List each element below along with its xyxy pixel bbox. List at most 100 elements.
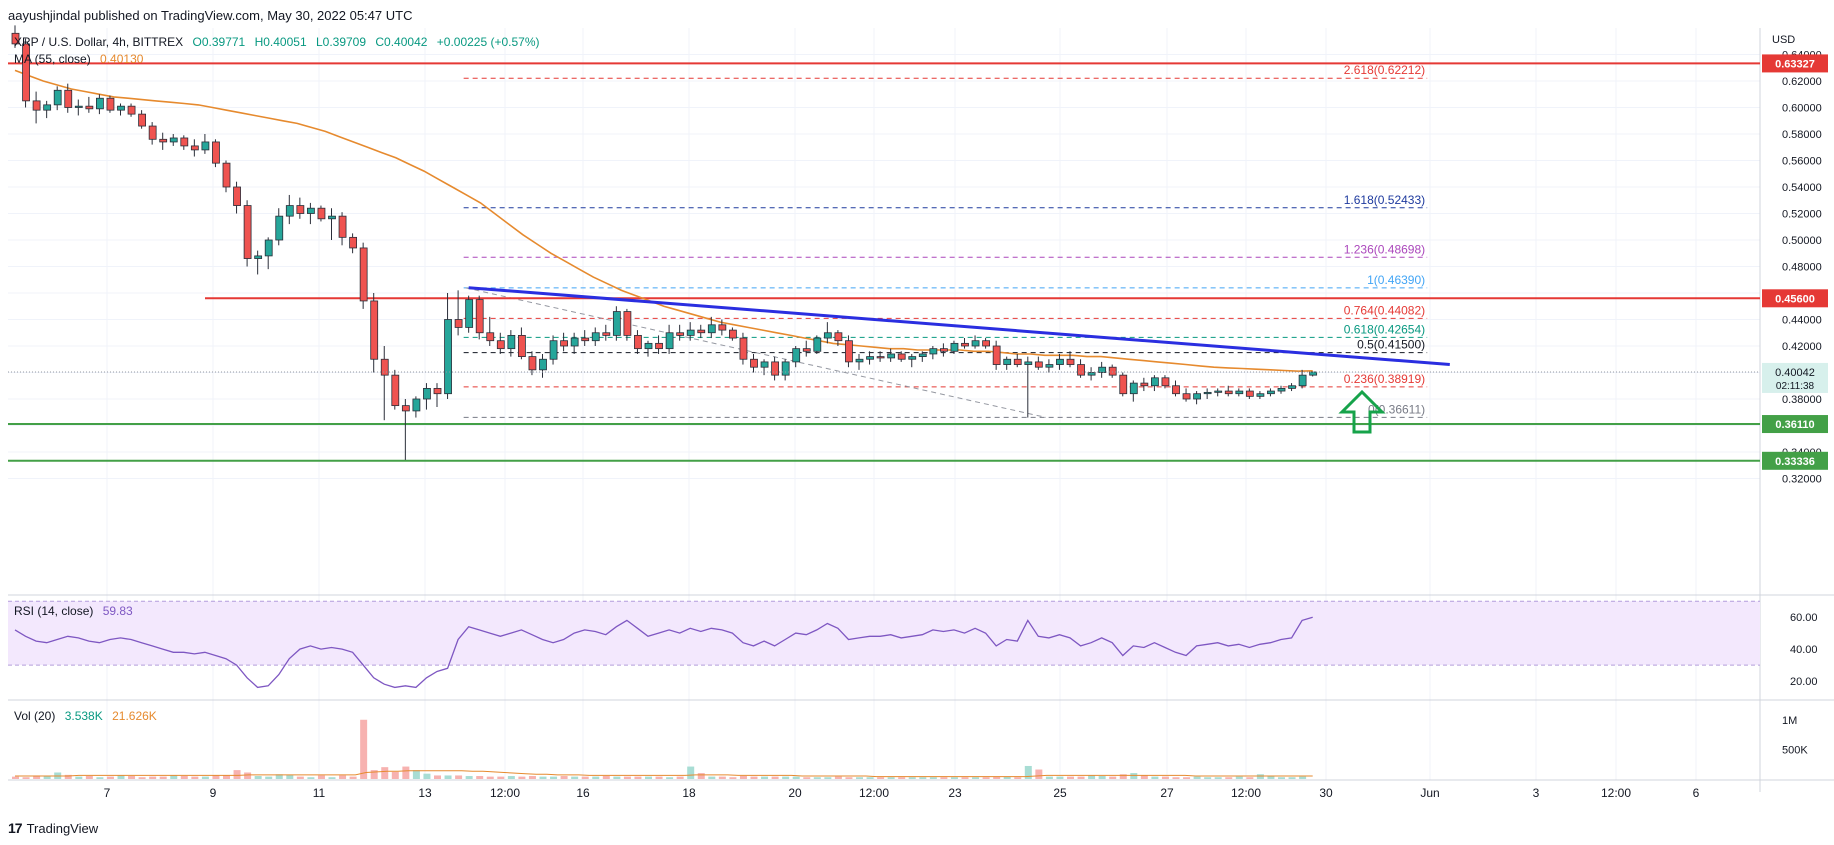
- volume-bar: [180, 776, 188, 779]
- volume-tick-label: 1M: [1782, 715, 1797, 727]
- candle-body: [918, 353, 927, 358]
- volume-bar: [687, 766, 695, 779]
- volume-bar: [1151, 776, 1159, 779]
- candle-body: [264, 239, 273, 257]
- volume-bar: [697, 773, 705, 779]
- y-tick-label: 0.62000: [1782, 76, 1822, 88]
- volume-bar: [708, 776, 716, 779]
- candle-body: [222, 162, 231, 188]
- volume-bar: [887, 777, 895, 779]
- candle-body: [971, 340, 980, 347]
- fib-diagonal-line: [465, 287, 1047, 418]
- volume-bar: [1130, 773, 1138, 779]
- candle-body: [739, 337, 748, 360]
- volume-tick-label: 500K: [1782, 744, 1808, 756]
- volume-bar: [412, 770, 420, 779]
- candle-body: [1235, 390, 1244, 395]
- close-value: C0.40042: [375, 35, 428, 49]
- candle-body: [380, 358, 389, 376]
- volume-bar: [1067, 776, 1074, 779]
- volume-bar: [782, 776, 790, 779]
- rsi-legend: RSI (14, close) 59.83: [14, 604, 133, 618]
- candle-body: [106, 97, 115, 111]
- fib-level-label: 1(0.46390): [1367, 273, 1425, 287]
- tradingview-brand[interactable]: 17 TradingView: [8, 820, 98, 836]
- x-tick-label: 7: [104, 786, 111, 800]
- volume-bar: [159, 776, 167, 779]
- candle-body: [1245, 390, 1254, 397]
- candle-body: [823, 332, 832, 339]
- volume-bar: [455, 775, 463, 779]
- symbol-title: XRP / U.S. Dollar, 4h, BITTREX: [14, 35, 184, 49]
- y-tick-label: 0.44000: [1782, 315, 1822, 327]
- candle-body: [982, 340, 990, 347]
- volume-bar: [1214, 777, 1222, 779]
- candle-body: [412, 398, 421, 412]
- volume-bar: [866, 777, 874, 779]
- x-tick-label: 23: [948, 786, 962, 800]
- candle-body: [686, 329, 695, 336]
- volume-bar: [370, 770, 378, 779]
- candle-body: [813, 337, 822, 352]
- x-tick-label: 30: [1319, 786, 1333, 800]
- candle-body: [1119, 374, 1128, 395]
- candle-body: [444, 319, 452, 395]
- volume-bar: [718, 776, 726, 779]
- resistance-price-label: 0.63327: [1775, 58, 1815, 70]
- volume-bar: [676, 776, 684, 779]
- candle-body: [697, 329, 706, 334]
- fib-level-label: 2.618(0.62212): [1344, 63, 1425, 77]
- up-arrow-icon: [1338, 389, 1386, 434]
- candle-body: [465, 299, 474, 328]
- candle-body: [243, 205, 252, 259]
- y-tick-label: 0.58000: [1782, 129, 1822, 141]
- candle-body: [496, 340, 505, 350]
- volume-bar: [328, 777, 336, 779]
- volume-bar: [296, 776, 304, 779]
- volume-bar: [149, 776, 157, 779]
- candle-body: [792, 348, 801, 363]
- volume-bar: [254, 776, 262, 779]
- candle-body: [634, 334, 642, 350]
- candle-body: [254, 255, 263, 259]
- volume-bar: [381, 767, 389, 779]
- rsi-tick-label: 60.00: [1790, 612, 1818, 624]
- volume-bar: [972, 777, 980, 779]
- candle-body: [1214, 390, 1223, 393]
- volume-bar: [117, 775, 125, 779]
- x-tick-label: 3: [1533, 786, 1540, 800]
- volume-bar: [233, 770, 241, 779]
- candle-body: [581, 337, 590, 342]
- current-price-tag: [1762, 362, 1828, 393]
- vol-value: 3.538K: [64, 709, 103, 723]
- candle-body: [11, 32, 20, 45]
- volume-bar: [191, 776, 199, 779]
- volume-bar: [856, 777, 863, 779]
- candle-body: [401, 405, 410, 412]
- x-tick-label: 11: [313, 786, 326, 800]
- resistance-price-label: 0.45600: [1775, 293, 1815, 305]
- candle-body: [655, 342, 663, 350]
- volume-bar: [1109, 776, 1117, 779]
- volume-bar: [645, 776, 652, 779]
- volume-bar: [950, 777, 958, 779]
- volume-bar: [518, 776, 526, 779]
- x-tick-label: Jun: [1420, 786, 1439, 800]
- candle-body: [845, 340, 853, 363]
- candle-body: [306, 207, 315, 214]
- ma-line: [14, 69, 1313, 373]
- volume-bar: [940, 777, 948, 779]
- candle-body: [760, 361, 769, 368]
- volume-bar: [391, 771, 399, 779]
- y-tick-label: 0.32000: [1782, 474, 1822, 486]
- x-tick-label: 20: [788, 786, 802, 800]
- candle-body: [602, 332, 611, 336]
- candle-body: [391, 374, 400, 407]
- candle-body: [1309, 371, 1318, 376]
- candle-body: [876, 356, 885, 359]
- countdown-label: 02:11:38: [1776, 381, 1815, 392]
- candle-body: [74, 105, 83, 108]
- volume-bar: [1172, 777, 1180, 779]
- volume-bar: [961, 777, 969, 779]
